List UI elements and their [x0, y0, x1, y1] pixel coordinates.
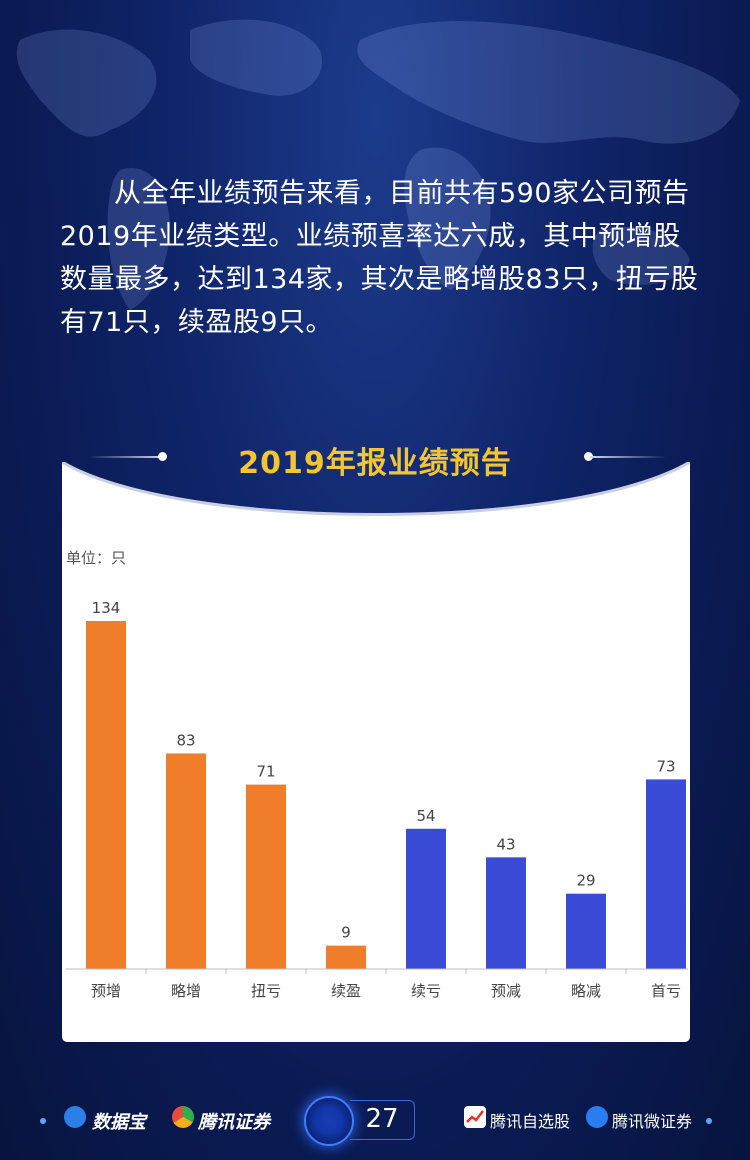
bar-value-label: 43: [496, 835, 515, 853]
bar-预减: [486, 857, 526, 969]
bar-续盈: [326, 945, 366, 969]
chart-card-arc-shadow: [62, 462, 690, 516]
x-axis-labels: 预增 略增 扭亏 续盈 续亏 预减 略减 首亏: [91, 969, 681, 1000]
chart-unit-label: 单位：只: [66, 549, 126, 567]
tencent-securities-logo-icon: [172, 1106, 194, 1128]
brand-shujubao: 数据宝: [92, 1112, 146, 1133]
chart-title-bar: 2019年报业绩预告: [0, 430, 750, 490]
x-tick-label: 续盈: [331, 982, 361, 1000]
x-tick-label: 略增: [171, 982, 201, 1000]
title-right-line: [590, 456, 666, 458]
chart-title: 2019年报业绩预告: [238, 446, 512, 481]
bar-扭亏: [246, 784, 286, 969]
bar-value-label: 9: [341, 924, 351, 942]
bar-略增: [166, 753, 206, 969]
brand-tencent-stock-app: 腾讯自选股: [490, 1112, 571, 1131]
world-map-background: [16, 19, 740, 310]
tencent-stock-app-logo-icon: [464, 1106, 486, 1128]
bar-chart: 单位：只 134 83 71 9 54 43 29 73 预增 略增 扭亏 续盈 续亏 预减 略减 首亏: [62, 462, 690, 1042]
stock-chart-icon: [466, 1110, 484, 1123]
chart-card-background: [62, 462, 690, 1042]
title-left-line: [88, 456, 164, 458]
shujubao-logo-icon: [64, 1106, 86, 1128]
bar-略减: [566, 893, 606, 969]
page-number-ring-icon: [304, 1096, 354, 1146]
bar-value-label: 73: [656, 757, 675, 775]
title-left-dot: [158, 452, 167, 461]
bar-value-label: 71: [256, 763, 275, 781]
brand-tencent-micro-securities: 腾讯微证券: [612, 1112, 693, 1131]
bar-续亏: [406, 828, 446, 969]
bar-value-label: 134: [92, 599, 121, 617]
page-number: 27: [365, 1104, 399, 1134]
footer-bar: 数据宝 腾讯证券 27 腾讯自选股 腾讯微证券: [0, 1090, 750, 1150]
x-tick-label: 预减: [491, 982, 521, 1000]
bar-预增: [86, 621, 126, 969]
page-number-frame: [350, 1100, 415, 1140]
tencent-micro-securities-logo-icon: [586, 1106, 608, 1128]
x-tick-label: 预增: [91, 982, 121, 1000]
x-tick-label: 扭亏: [251, 982, 281, 1000]
x-tick-label: 略减: [571, 982, 601, 1000]
intro-paragraph: 从全年业绩预告来看，目前共有590家公司预告2019年业绩类型。业绩预喜率达六成…: [60, 178, 699, 338]
bar-首亏: [646, 779, 686, 969]
footer-dot-left: [40, 1118, 46, 1124]
bar-value-label: 54: [416, 807, 435, 825]
x-tick-label: 续亏: [411, 982, 441, 1000]
brand-tencent-securities: 腾讯证券: [198, 1112, 270, 1133]
bar-group: 134 83 71 9 54 43 29 73: [86, 599, 686, 969]
x-tick-label: 首亏: [651, 982, 681, 1000]
bar-value-label: 29: [576, 872, 595, 890]
title-right-dot: [584, 452, 593, 461]
footer-dot-right: [706, 1118, 712, 1124]
bar-value-label: 83: [176, 731, 195, 749]
